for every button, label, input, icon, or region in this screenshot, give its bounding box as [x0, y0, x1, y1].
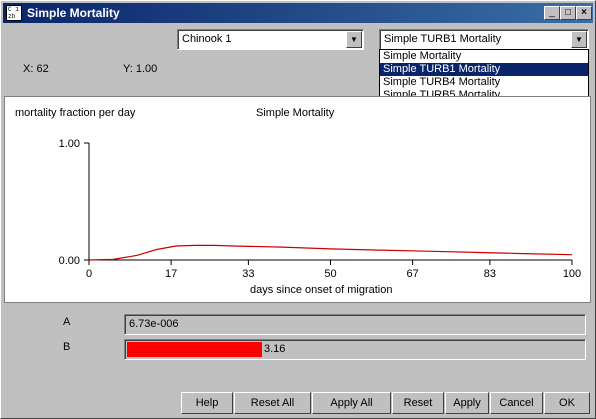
model-select[interactable]: Simple TURB1 Mortality ▼	[379, 29, 589, 50]
model-select-value: Simple TURB1 Mortality	[384, 33, 502, 45]
cursor-x-readout: X: 62	[23, 63, 49, 75]
y-tick-label: 1.00	[59, 138, 80, 150]
reset-all-button[interactable]: Reset All	[234, 392, 311, 414]
mortality-chart[interactable]: mortality fraction per day Simple Mortal…	[4, 96, 591, 303]
fish-select[interactable]: Chinook 1 ▼	[177, 29, 364, 50]
param-a-label: A	[63, 316, 71, 328]
x-tick-label: 100	[563, 268, 581, 280]
model-dropdown-list: Simple Mortality Simple TURB1 Mortality …	[379, 49, 589, 103]
dropdown-option[interactable]: Simple TURB4 Mortality	[383, 76, 501, 88]
param-a-slider[interactable]: 6.73e-006	[124, 314, 586, 335]
param-b-slider[interactable]: 3.16	[124, 339, 586, 360]
x-tick-label: 17	[165, 268, 177, 280]
chart-canvas: mortality fraction per day Simple Mortal…	[15, 107, 581, 296]
x-tick-label: 83	[484, 268, 496, 280]
x-tick-label: 50	[324, 268, 336, 280]
x-tick-label: 33	[242, 268, 254, 280]
reset-button[interactable]: Reset	[392, 392, 444, 414]
apply-all-button[interactable]: Apply All	[312, 392, 391, 414]
maximize-button[interactable]: □	[560, 6, 576, 20]
x-tick-label: 0	[86, 268, 92, 280]
dropdown-option-selected[interactable]: Simple TURB1 Mortality	[380, 63, 588, 76]
param-b-value: 3.16	[264, 343, 286, 355]
param-a-value: 6.73e-006	[129, 318, 179, 330]
window-title: Simple Mortality	[27, 6, 120, 20]
cancel-button[interactable]: Cancel	[490, 392, 543, 414]
x-axis-label: days since onset of migration	[250, 284, 392, 296]
param-b-label: B	[63, 341, 71, 353]
chevron-down-icon[interactable]: ▼	[571, 31, 587, 48]
param-b-fill	[127, 342, 262, 357]
minimize-button[interactable]: _	[544, 6, 560, 20]
chevron-down-icon[interactable]: ▼	[346, 31, 362, 48]
y-axis-label: mortality fraction per day	[15, 107, 136, 119]
ok-button[interactable]: OK	[544, 392, 590, 414]
cursor-y-readout: Y: 1.00	[123, 63, 158, 75]
app-icon[interactable]: C 1 zb	[6, 5, 22, 21]
mortality-series-line	[88, 244, 573, 261]
x-tick-label: 67	[406, 268, 418, 280]
fish-select-value: Chinook 1	[182, 33, 232, 45]
apply-button[interactable]: Apply	[445, 392, 489, 414]
dropdown-option[interactable]: Simple Mortality	[383, 50, 462, 62]
y-tick-label: 0.00	[59, 255, 80, 267]
chart-title: Simple Mortality	[256, 107, 335, 119]
title-bar[interactable]: C 1 zb Simple Mortality _ □ ×	[3, 3, 593, 23]
help-button[interactable]: Help	[181, 392, 233, 414]
close-button[interactable]: ×	[576, 6, 592, 20]
